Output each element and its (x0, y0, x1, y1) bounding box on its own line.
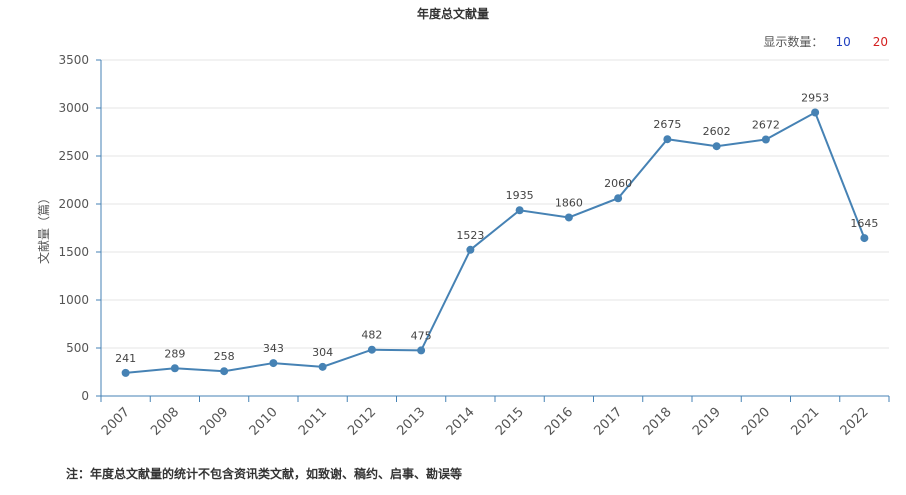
count-selector-label: 显示数量： (763, 35, 824, 49)
data-label: 1860 (555, 196, 583, 209)
y-tick-label: 0 (81, 389, 89, 403)
data-point[interactable] (614, 194, 623, 203)
x-tick-label: 2022 (838, 405, 872, 439)
count-option-20[interactable]: 20 (872, 35, 888, 49)
y-tick-label: 1000 (58, 293, 89, 307)
data-point[interactable] (367, 345, 376, 354)
data-label: 343 (263, 342, 284, 355)
x-tick-label: 2018 (641, 405, 675, 439)
data-point[interactable] (761, 135, 770, 144)
data-label: 289 (164, 347, 185, 360)
data-point[interactable] (269, 359, 278, 368)
line-chart: 0 500 1000 1500 2000 2500 3000 3500 文献量（篇） 2007… (36, 53, 890, 439)
data-label: 475 (411, 329, 432, 342)
y-axis-label: 文献量（篇） (36, 192, 51, 264)
data-point[interactable] (170, 364, 179, 373)
data-point[interactable] (466, 245, 475, 254)
data-label: 2602 (703, 125, 731, 138)
data-label: 2060 (604, 177, 632, 190)
data-label: 1935 (506, 189, 534, 202)
data-point[interactable] (564, 213, 573, 222)
x-tick-label: 2014 (444, 405, 478, 439)
y-axis: 0 500 1000 1500 2000 2500 3000 3500 (58, 53, 102, 403)
x-tick-label: 2007 (99, 405, 133, 439)
x-tick-label: 2016 (542, 405, 576, 439)
x-tick-label: 2019 (690, 405, 724, 439)
data-label: 2672 (752, 118, 780, 131)
x-tick-label: 2021 (788, 405, 822, 439)
chart-title: 年度总文献量 (416, 7, 489, 21)
y-tick-label: 3500 (58, 53, 89, 67)
y-tick-label: 1500 (58, 245, 89, 259)
data-point[interactable] (712, 142, 721, 151)
x-axis: 2007 2008 2009 2010 2011 2012 2013 2014 2015 2016… (99, 395, 890, 439)
data-label: 304 (312, 346, 333, 359)
data-label: 258 (214, 350, 235, 363)
count-option-10[interactable]: 10 (835, 35, 851, 49)
x-tick-label: 2020 (739, 405, 773, 439)
gridlines (101, 59, 889, 349)
data-point[interactable] (220, 367, 229, 376)
x-tick-label: 2015 (493, 405, 527, 439)
x-tick-label: 2009 (197, 405, 231, 439)
x-tick-label: 2017 (591, 405, 625, 439)
y-tick-label: 2500 (58, 149, 89, 163)
data-label: 2953 (801, 92, 829, 105)
data-point[interactable] (121, 368, 130, 377)
data-label: 1523 (456, 229, 484, 242)
data-label: 241 (115, 352, 136, 365)
data-point[interactable] (860, 234, 869, 243)
y-tick-label: 2000 (58, 197, 89, 211)
data-point[interactable] (663, 135, 672, 144)
series-line (125, 111, 866, 374)
count-selector: 显示数量： 10 20 (757, 33, 888, 50)
x-tick-label: 2008 (148, 405, 182, 439)
data-label: 1645 (850, 217, 878, 230)
x-tick-label: 2012 (345, 405, 379, 439)
y-tick-label: 500 (66, 341, 89, 355)
footnote: 注：年度总文献量的统计不包含资讯类文献，如致谢、稿约、启事、勘误等 (66, 467, 463, 481)
x-tick-label: 2011 (296, 405, 330, 439)
data-label: 2675 (653, 118, 681, 131)
y-tick-label: 3000 (58, 101, 89, 115)
data-points (121, 108, 869, 377)
data-point[interactable] (811, 108, 820, 117)
data-point[interactable] (318, 362, 327, 371)
data-point[interactable] (417, 346, 426, 355)
data-label: 482 (361, 329, 382, 342)
data-point[interactable] (515, 206, 524, 215)
x-tick-label: 2010 (247, 405, 281, 439)
x-tick-label: 2013 (394, 405, 428, 439)
data-labels: 241 289 258 343 304 482 475 1523 1935 1860 2060 267… (115, 92, 878, 365)
